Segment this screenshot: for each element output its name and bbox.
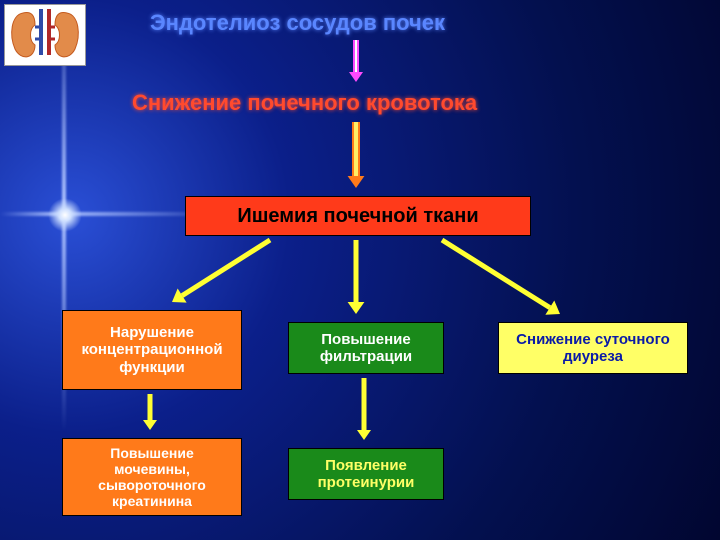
box-urea-label: Повышение мочевины, сывороточного креати… — [71, 445, 233, 509]
box-proteinuria-label: Появление протеинурии — [297, 457, 435, 492]
box-ischemia: Ишемия почечной ткани — [185, 196, 531, 236]
box-diuresis: Снижение суточного диуреза — [498, 322, 688, 374]
box-concentration-label: Нарушение концентрационной функции — [71, 324, 233, 376]
box-diuresis-label: Снижение суточного диуреза — [507, 331, 679, 366]
box-filtration-label: Повышение фильтрации — [297, 331, 435, 366]
box-filtration: Повышение фильтрации — [288, 322, 444, 374]
box-proteinuria: Появление протеинурии — [288, 448, 444, 500]
box-concentration: Нарушение концентрационной функции — [62, 310, 242, 390]
box-ischemia-label: Ишемия почечной ткани — [237, 205, 478, 228]
slide-stage: Эндотелиоз сосудов почек Снижение почечн… — [0, 0, 720, 540]
box-urea: Повышение мочевины, сывороточного креати… — [62, 438, 242, 516]
